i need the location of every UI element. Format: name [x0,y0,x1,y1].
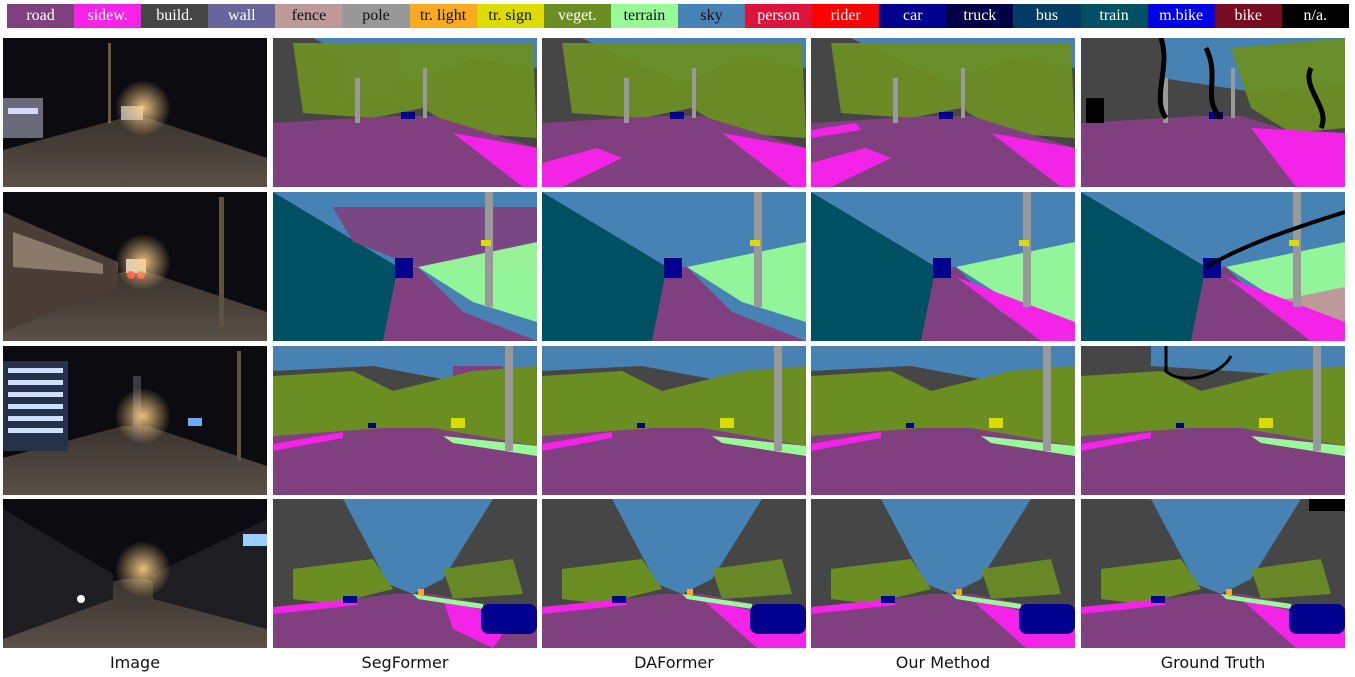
legend-chip: m.bike [1147,4,1215,28]
column-label: SegFormer [361,653,449,672]
legend-chip: terrain [610,4,678,28]
class-legend: road sidew. build. wall fence pole tr. light tr… [7,4,1349,28]
comparison-grid [3,38,1347,648]
legend-chip: pole [342,4,410,28]
column-label: DAFormer [634,653,714,672]
segmentation-panel [542,192,806,341]
segmentation-panel [1081,192,1345,341]
segmentation-panel [273,38,537,187]
segmentation-map [1081,346,1345,495]
segmentation-map [542,38,806,187]
segmentation-map [811,38,1075,187]
segmentation-map [542,346,806,495]
column-label: Our Method [895,653,991,672]
legend-chip: tr. sign [476,4,544,28]
segmentation-panel [1081,38,1345,187]
segmentation-map [811,192,1075,341]
legend-chip: veget. [543,4,611,28]
legend-chip: fence [275,4,343,28]
column-label: Ground Truth [1160,653,1266,672]
segmentation-panel [542,38,806,187]
segmentation-panel [1081,346,1345,495]
segmentation-panel [273,499,537,648]
segmentation-panel [811,346,1075,495]
legend-chip: bike [1214,4,1282,28]
legend-chip: truck [946,4,1014,28]
segmentation-panel [811,192,1075,341]
column-label: Image [109,653,161,672]
segmentation-map [273,346,537,495]
legend-chip: bus [1013,4,1081,28]
night-street-photo [3,499,267,648]
legend-chip: road [7,4,75,28]
segmentation-panel [542,499,806,648]
night-street-photo [3,192,267,341]
segmentation-map [1081,499,1345,648]
segmentation-map [811,346,1075,495]
segmentation-panel [542,346,806,495]
segmentation-panel [811,38,1075,187]
segmentation-map [273,192,537,341]
segmentation-map [273,499,537,648]
legend-chip: rider [812,4,880,28]
segmentation-map [1081,38,1345,187]
legend-chip: sidew. [74,4,142,28]
segmentation-map [273,38,537,187]
segmentation-map [542,192,806,341]
legend-chip: tr. light [409,4,477,28]
segmentation-panel [1081,499,1345,648]
night-street-photo [3,346,267,495]
input-image-panel [3,346,267,495]
legend-chip: wall [208,4,276,28]
segmentation-panel [273,192,537,341]
segmentation-panel [811,499,1075,648]
segmentation-map [811,499,1075,648]
input-image-panel [3,38,267,187]
legend-chip: sky [677,4,746,28]
segmentation-panel [273,346,537,495]
input-image-panel [3,499,267,648]
segmentation-map [1081,192,1345,341]
night-street-photo [3,38,267,187]
input-image-panel [3,192,267,341]
legend-chip: n/a. [1281,4,1349,28]
segmentation-map [542,499,806,648]
legend-chip: build. [141,4,209,28]
legend-chip: car [879,4,947,28]
legend-chip: person [745,4,813,28]
legend-chip: train [1080,4,1148,28]
